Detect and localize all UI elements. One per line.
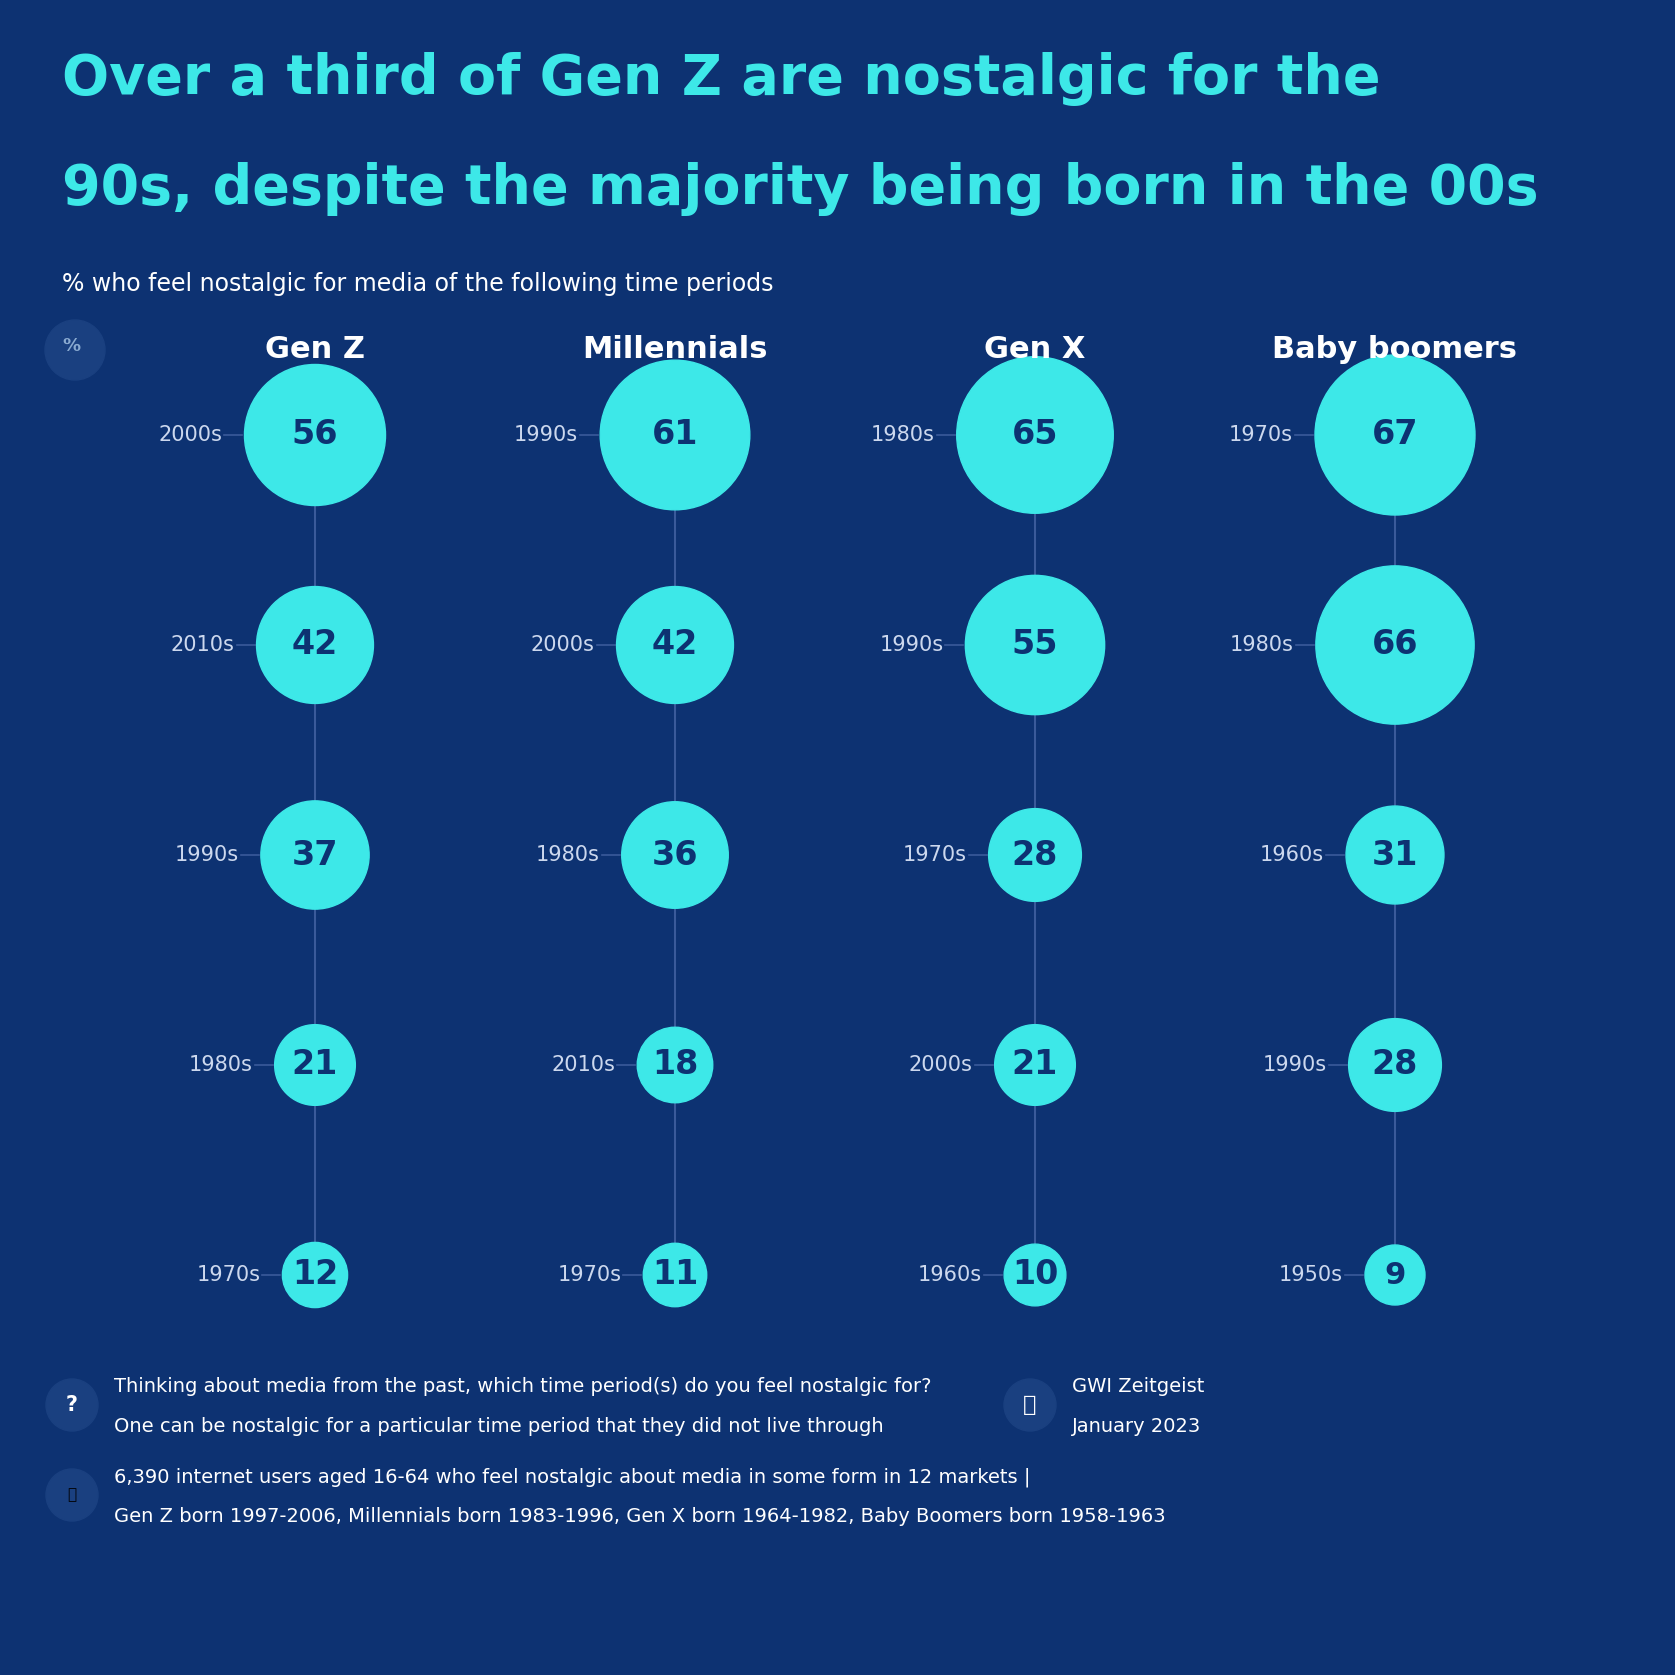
Text: 2000s: 2000s [531, 635, 595, 655]
Circle shape [965, 575, 1104, 715]
Text: 1970s: 1970s [196, 1265, 260, 1285]
Text: 11: 11 [652, 1258, 698, 1291]
Text: %: % [62, 337, 80, 355]
Text: 1980s: 1980s [871, 425, 935, 446]
Text: 36: 36 [652, 839, 698, 871]
Circle shape [988, 809, 1082, 901]
Text: 28: 28 [1372, 1049, 1419, 1082]
Text: 1960s: 1960s [918, 1265, 982, 1285]
Circle shape [643, 1243, 707, 1306]
Circle shape [256, 586, 374, 704]
Circle shape [1365, 1245, 1425, 1305]
Text: Ⓖ: Ⓖ [1023, 1395, 1037, 1415]
Text: Gen X: Gen X [985, 335, 1085, 365]
Text: 42: 42 [652, 628, 698, 662]
Text: 1970s: 1970s [558, 1265, 621, 1285]
Text: 56: 56 [291, 419, 338, 452]
Text: 2010s: 2010s [551, 1055, 615, 1075]
Circle shape [275, 1025, 355, 1106]
Circle shape [1347, 806, 1444, 904]
Text: % who feel nostalgic for media of the following time periods: % who feel nostalgic for media of the fo… [62, 271, 774, 296]
Text: 21: 21 [1012, 1049, 1059, 1082]
Text: 37: 37 [291, 839, 338, 871]
Text: 61: 61 [652, 419, 698, 452]
Text: 1990s: 1990s [174, 844, 240, 864]
Circle shape [245, 365, 385, 506]
Text: 👥: 👥 [67, 1487, 77, 1502]
Text: 67: 67 [1372, 419, 1419, 452]
Text: 12: 12 [291, 1258, 338, 1291]
Circle shape [45, 1469, 99, 1521]
Text: 1970s: 1970s [1229, 425, 1293, 446]
Text: Baby boomers: Baby boomers [1273, 335, 1518, 365]
Text: 31: 31 [1372, 839, 1419, 871]
Text: 18: 18 [652, 1049, 698, 1082]
Text: Gen Z born 1997-2006, Millennials born 1983-1996, Gen X born 1964-1982, Baby Boo: Gen Z born 1997-2006, Millennials born 1… [114, 1508, 1166, 1526]
Text: 2010s: 2010s [171, 635, 235, 655]
Circle shape [636, 1027, 714, 1102]
Text: 1980s: 1980s [536, 844, 600, 864]
Circle shape [1315, 355, 1476, 514]
Text: January 2023: January 2023 [1072, 1417, 1201, 1437]
Text: 9: 9 [1384, 1261, 1405, 1290]
Text: 1950s: 1950s [1280, 1265, 1343, 1285]
Text: 2000s: 2000s [159, 425, 223, 446]
Circle shape [283, 1243, 348, 1308]
Text: 1970s: 1970s [903, 844, 966, 864]
Text: 65: 65 [1012, 419, 1059, 452]
Circle shape [1317, 566, 1474, 724]
Text: Over a third of Gen Z are nostalgic for the: Over a third of Gen Z are nostalgic for … [62, 52, 1380, 106]
Circle shape [616, 586, 734, 704]
Circle shape [621, 802, 729, 908]
Text: 21: 21 [291, 1049, 338, 1082]
Circle shape [45, 1379, 99, 1430]
Circle shape [1003, 1379, 1055, 1430]
Text: Gen Z: Gen Z [265, 335, 365, 365]
Text: 1990s: 1990s [879, 635, 943, 655]
Text: 6,390 internet users aged 16-64 who feel nostalgic about media in some form in 1: 6,390 internet users aged 16-64 who feel… [114, 1467, 1030, 1487]
Text: GWI Zeitgeist: GWI Zeitgeist [1072, 1377, 1204, 1397]
Text: Thinking about media from the past, which time period(s) do you feel nostalgic f: Thinking about media from the past, whic… [114, 1377, 931, 1397]
Circle shape [995, 1025, 1075, 1106]
Text: 2000s: 2000s [910, 1055, 973, 1075]
Circle shape [1348, 1018, 1442, 1112]
Text: Millennials: Millennials [583, 335, 767, 365]
Text: 28: 28 [1012, 839, 1059, 871]
Text: 1990s: 1990s [514, 425, 578, 446]
Text: 55: 55 [1012, 628, 1059, 662]
Circle shape [600, 360, 750, 509]
Text: 1980s: 1980s [189, 1055, 253, 1075]
Circle shape [1003, 1245, 1065, 1307]
Circle shape [45, 320, 106, 380]
Text: 1980s: 1980s [1229, 635, 1293, 655]
Text: ?: ? [65, 1395, 79, 1415]
Text: 1990s: 1990s [1263, 1055, 1327, 1075]
Circle shape [956, 357, 1114, 513]
Text: 10: 10 [1012, 1258, 1059, 1291]
Text: 1960s: 1960s [1260, 844, 1323, 864]
Text: 90s, despite the majority being born in the 00s: 90s, despite the majority being born in … [62, 162, 1539, 216]
Text: 66: 66 [1372, 628, 1419, 662]
Circle shape [261, 801, 368, 910]
Text: 42: 42 [291, 628, 338, 662]
Text: One can be nostalgic for a particular time period that they did not live through: One can be nostalgic for a particular ti… [114, 1417, 884, 1437]
